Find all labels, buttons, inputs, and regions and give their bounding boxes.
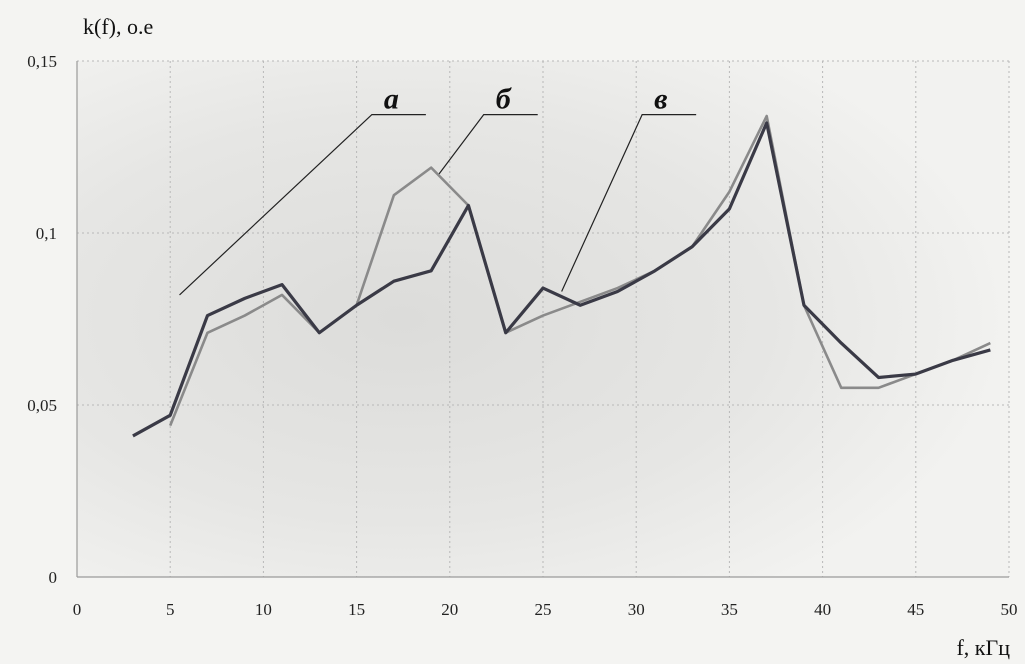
annotation-leader (561, 113, 697, 292)
tick-labels: 0 5 10 15 20 25 30 35 40 45 50 0 0,05 0,1 0,15 (27, 52, 1017, 619)
x-tick-label: 15 (348, 600, 365, 619)
x-tick-label: 40 (814, 600, 831, 619)
annotations: а б в (179, 83, 697, 296)
y-axis-title: k(f), о.е (83, 14, 153, 39)
series-line (132, 121, 991, 438)
y-tick-label: 0,1 (36, 224, 57, 243)
series (132, 114, 991, 438)
x-tick-label: 10 (255, 600, 272, 619)
x-axis-title: f, кГц (956, 635, 1010, 660)
x-tick-label: 50 (1001, 600, 1018, 619)
x-tick-label: 5 (166, 600, 175, 619)
y-tick-label: 0 (49, 568, 58, 587)
series-line (168, 114, 991, 427)
grid (77, 60, 1010, 577)
x-tick-label: 25 (535, 600, 552, 619)
x-tick-label: 20 (441, 600, 458, 619)
y-tick-label: 0,15 (27, 52, 57, 71)
y-tick-label: 0,05 (27, 396, 57, 415)
x-tick-label: 35 (721, 600, 738, 619)
x-tick-label: 45 (907, 600, 924, 619)
annotation-leader (179, 113, 426, 296)
plot-area (77, 61, 1009, 577)
axes (76, 61, 1009, 578)
annotation-leader (438, 113, 538, 175)
curve-label: а (384, 83, 399, 116)
curve-label: в (654, 83, 667, 116)
x-tick-label: 30 (628, 600, 645, 619)
x-tick-label: 0 (73, 600, 82, 619)
curve-label: б (496, 83, 512, 116)
